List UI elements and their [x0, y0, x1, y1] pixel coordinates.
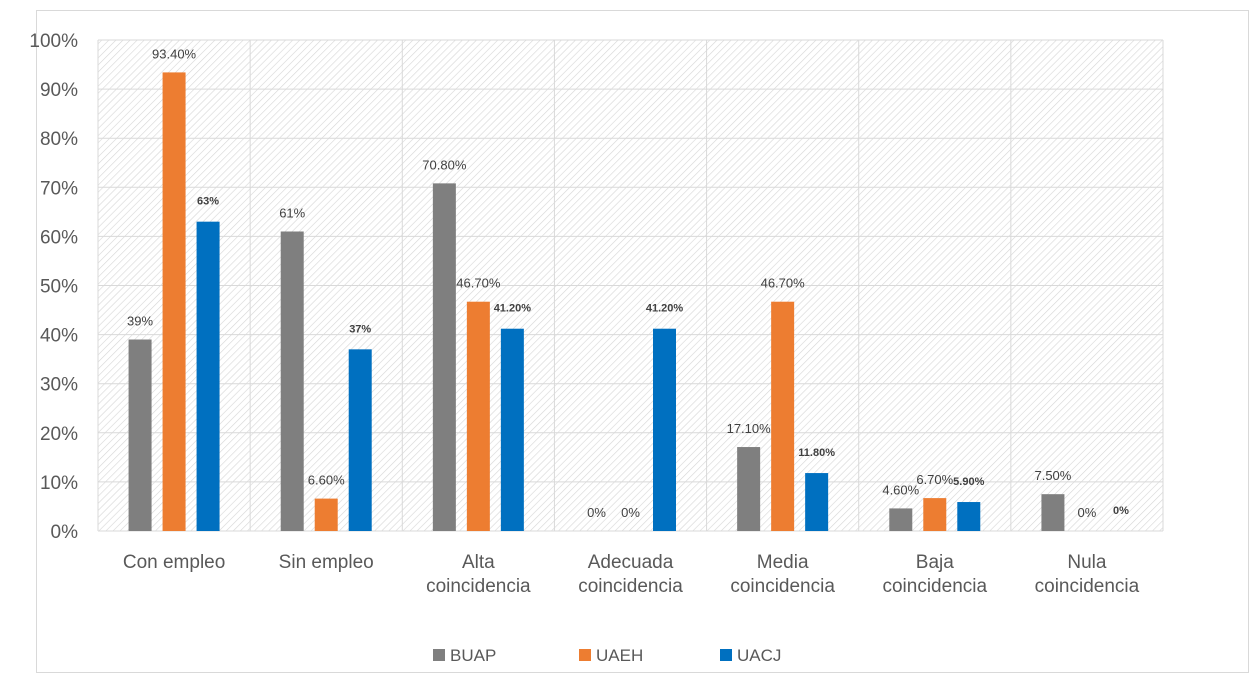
y-tick-label: 10% [40, 473, 78, 494]
bar-uacj [348, 349, 372, 531]
bar-buap [128, 339, 152, 531]
y-tick-label: 0% [51, 522, 79, 543]
data-label: 46.70% [456, 276, 501, 291]
x-axis: Con empleo Sin empleo Alta coincidencia Adec… [123, 552, 1140, 597]
data-label: 6.60% [308, 473, 345, 488]
bar-uaeh [162, 72, 186, 531]
category-label: Nula [1067, 552, 1107, 573]
y-tick-label: 70% [40, 178, 78, 199]
bar-buap [889, 508, 913, 531]
data-label: 41.20% [494, 303, 532, 315]
data-label: 46.70% [761, 276, 806, 291]
bars [128, 72, 1065, 532]
data-label: 39% [127, 314, 153, 329]
category-label: Adecuada [588, 552, 674, 573]
y-tick-label: 30% [40, 375, 78, 396]
bar-buap [280, 231, 304, 532]
legend-swatch [720, 649, 732, 661]
gridlines [97, 39, 1164, 532]
data-label: 0% [587, 505, 606, 520]
legend-swatch [579, 649, 591, 661]
y-tick-label: 90% [40, 80, 78, 101]
data-label: 17.10% [727, 421, 772, 436]
legend-swatch [433, 649, 445, 661]
bar-uacj [805, 473, 829, 531]
data-label: 70.80% [422, 157, 467, 172]
category-label: coincidencia [730, 576, 835, 597]
data-label: 0% [621, 505, 640, 520]
category-label: Alta [462, 552, 495, 573]
data-label: 4.60% [882, 482, 919, 497]
data-label: 6.70% [916, 472, 953, 487]
data-label: 93.40% [152, 46, 197, 61]
category-label: coincidencia [1035, 576, 1140, 597]
data-label: 5.90% [953, 476, 984, 488]
legend: BUAP UAEH UACJ [433, 646, 781, 665]
y-tick-label: 40% [40, 326, 78, 347]
data-label: 0% [1078, 505, 1097, 520]
category-label: coincidencia [578, 576, 683, 597]
data-label: 61% [279, 205, 305, 220]
category-label: coincidencia [426, 576, 531, 597]
bar-buap [432, 183, 456, 531]
data-label: 41.20% [646, 303, 684, 315]
y-axis: 0% 10% 20% 30% 40% 50% 60% 70% 80% 90% 100% [29, 31, 78, 543]
data-label: 37% [349, 323, 371, 335]
category-label: Sin empleo [279, 552, 374, 573]
data-label: 11.80% [798, 447, 835, 459]
bar-uacj [196, 221, 220, 532]
data-label: 0% [1113, 505, 1129, 517]
bar-uacj [500, 328, 524, 531]
category-label: coincidencia [882, 576, 987, 597]
data-labels: 39% 93.40% 63% 61% 6.60% 37% 70.80% 46.70% 41.20… [127, 46, 1129, 520]
bar-uacj [653, 328, 676, 531]
category-label: Con empleo [123, 552, 225, 573]
category-label: Media [757, 552, 809, 573]
bar-uaeh [466, 301, 490, 531]
y-tick-label: 20% [40, 424, 78, 445]
category-label: Baja [916, 552, 954, 573]
bar-uaeh [923, 498, 947, 531]
bar-uacj [957, 502, 981, 531]
legend-label: UAEH [596, 646, 643, 665]
y-tick-label: 100% [29, 31, 78, 52]
bar-buap [737, 447, 761, 531]
legend-label: UACJ [737, 646, 781, 665]
bar-uaeh [771, 301, 795, 531]
data-label: 7.50% [1034, 468, 1071, 483]
y-tick-label: 80% [40, 129, 78, 150]
bar-uaeh [314, 498, 338, 531]
legend-label: BUAP [450, 646, 496, 665]
data-label: 63% [197, 196, 219, 208]
y-tick-label: 50% [40, 277, 78, 298]
y-tick-label: 60% [40, 227, 78, 248]
bar-buap [1041, 494, 1065, 531]
